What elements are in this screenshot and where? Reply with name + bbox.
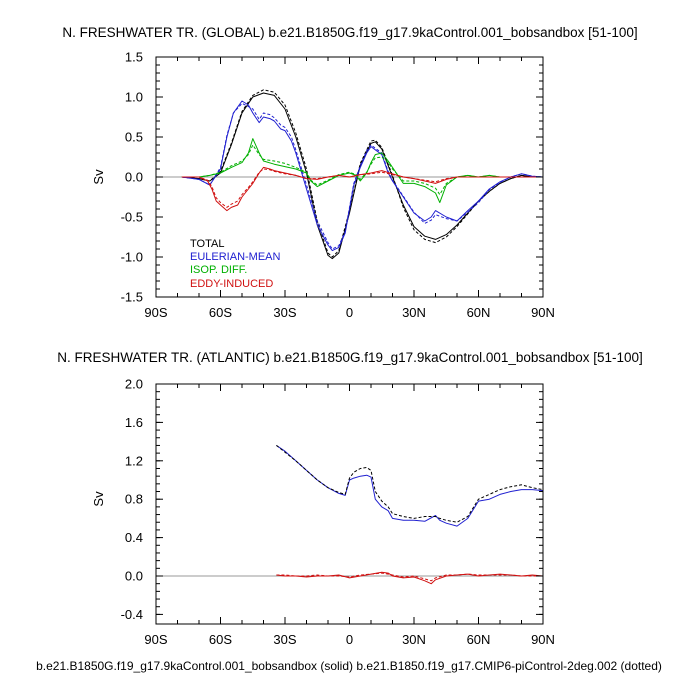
y-tick-label: 0.5 <box>125 130 143 145</box>
series-line-eulerian-solid <box>276 444 544 527</box>
y-tick-label: 1.2 <box>125 453 143 468</box>
legend-entry-eulerian-mean: EULERIAN-MEAN <box>190 251 281 263</box>
series-line-isop-dotted <box>181 144 543 196</box>
x-tick-label: 90N <box>531 632 555 647</box>
chart-title: N. FRESHWATER TR. (ATLANTIC) b.e21.B1850… <box>57 350 643 365</box>
x-tick-label: 30S <box>273 632 296 647</box>
y-tick-label: -1.0 <box>121 250 143 265</box>
y-tick-label: 1.0 <box>125 90 143 105</box>
x-tick-label: 90S <box>144 632 167 647</box>
plot-frame <box>155 383 544 625</box>
chart-title: N. FRESHWATER TR. (GLOBAL) b.e21.B1850G.… <box>62 25 637 40</box>
x-tick-label: 60S <box>209 305 232 320</box>
panel-atlantic: N. FRESHWATER TR. (ATLANTIC) b.e21.B1850… <box>57 350 643 647</box>
series-line-total-dotted <box>276 445 544 523</box>
x-tick-label: 30N <box>402 632 426 647</box>
x-tick-label: 0 <box>346 305 353 320</box>
x-tick-label: 60N <box>467 305 491 320</box>
x-tick-label: 90N <box>531 305 555 320</box>
y-tick-label: 0.4 <box>125 530 143 545</box>
legend-entry-total: TOTAL <box>190 238 224 250</box>
series-line-isop-solid <box>181 138 543 204</box>
x-tick-label: 60S <box>209 632 232 647</box>
series-line-eddy-solid <box>181 166 543 212</box>
series-line-eulerian-dotted <box>181 102 544 250</box>
y-tick-label: 0.0 <box>125 569 143 584</box>
series-line-eddy-dotted <box>181 168 543 208</box>
series-line-eddy-solid <box>276 571 544 585</box>
y-axis-label: Sv <box>91 491 106 507</box>
x-tick-label: 90S <box>144 305 167 320</box>
y-tick-label: -0.5 <box>121 210 143 225</box>
y-tick-label: 2.0 <box>125 377 143 392</box>
y-tick-label: 1.5 <box>125 50 143 65</box>
y-tick-label: -0.4 <box>121 607 143 622</box>
panel-global: N. FRESHWATER TR. (GLOBAL) b.e21.B1850G.… <box>62 25 637 320</box>
x-tick-label: 0 <box>346 632 353 647</box>
y-axis-label: Sv <box>91 169 106 185</box>
x-tick-label: 30N <box>402 305 426 320</box>
y-tick-label: 0.8 <box>125 492 143 507</box>
y-tick-label: 0.0 <box>125 170 143 185</box>
series-line-total-dotted <box>181 89 543 258</box>
x-tick-label: 30S <box>273 305 296 320</box>
figure-footer: b.e21.B1850G.f19_g17.9kaControl.001_bobs… <box>36 659 662 673</box>
y-tick-label: 1.6 <box>125 415 143 430</box>
x-tick-label: 60N <box>467 632 491 647</box>
legend-entry-isop-diff: ISOP. DIFF. <box>190 264 247 276</box>
series-line-eddy-dotted <box>276 572 543 582</box>
legend-entry-eddy-induced: EDDY-INDUCED <box>190 278 273 290</box>
y-tick-label: -1.5 <box>121 290 143 305</box>
